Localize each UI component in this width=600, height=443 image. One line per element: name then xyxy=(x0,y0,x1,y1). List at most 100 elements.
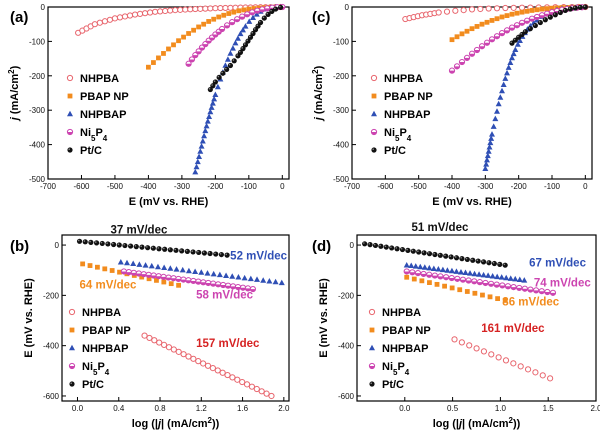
data-point xyxy=(179,266,186,273)
data-point xyxy=(486,143,493,150)
data-point xyxy=(503,274,510,281)
data-point xyxy=(234,16,241,23)
legend-marker xyxy=(371,93,377,99)
data-point xyxy=(231,58,237,64)
y-tick-label: -600 xyxy=(338,392,355,401)
data-point xyxy=(505,64,512,70)
data-point xyxy=(255,23,261,29)
legend-label: Ni5P4 xyxy=(80,127,108,143)
data-point xyxy=(539,6,545,12)
plot-frame xyxy=(47,6,290,180)
y-tick-label: -200 xyxy=(333,72,350,81)
data-point xyxy=(76,238,83,244)
data-point xyxy=(453,255,460,261)
data-point xyxy=(467,270,474,276)
data-point xyxy=(527,26,533,32)
data-point xyxy=(161,279,167,285)
data-point xyxy=(532,22,538,29)
series-nhpba xyxy=(451,336,554,382)
data-point xyxy=(241,7,247,13)
data-point xyxy=(151,337,158,344)
data-point xyxy=(94,264,100,270)
data-point xyxy=(272,278,279,285)
legend-marker xyxy=(69,381,75,387)
data-point xyxy=(484,19,490,25)
data-point xyxy=(527,286,534,293)
data-point xyxy=(160,341,168,348)
data-point xyxy=(471,278,478,285)
legend-label: NHPBA xyxy=(384,73,423,85)
data-point xyxy=(458,58,466,66)
data-point xyxy=(204,118,211,124)
series-nhpbap xyxy=(117,258,285,286)
data-point xyxy=(464,256,470,263)
data-point xyxy=(474,24,480,29)
data-point xyxy=(410,248,416,254)
data-point xyxy=(475,258,481,264)
data-point xyxy=(572,5,578,11)
slope-annotation: 64 mV/dec xyxy=(80,279,137,291)
data-point xyxy=(493,33,501,40)
data-point xyxy=(185,277,192,284)
data-point xyxy=(442,274,450,281)
x-tick-label: -400 xyxy=(140,182,157,191)
data-point xyxy=(534,7,540,13)
data-point xyxy=(485,272,492,278)
data-point xyxy=(249,9,256,16)
data-point xyxy=(403,268,410,275)
data-point xyxy=(482,279,489,287)
data-point xyxy=(125,269,132,276)
data-point xyxy=(227,4,234,11)
data-point xyxy=(278,4,284,10)
data-point xyxy=(185,353,192,360)
data-point xyxy=(204,270,211,276)
data-point xyxy=(231,9,237,15)
data-point xyxy=(157,8,164,15)
series-ni5p4 xyxy=(120,268,256,293)
y-tick-label: -400 xyxy=(43,342,60,351)
data-point xyxy=(510,4,517,11)
chart-panel-d: (d) 0.0 0.5 1.0 1.5 2.0 -600 -400 -200 0 log (|j| … xyxy=(312,222,600,430)
series-nhpbap xyxy=(403,261,528,283)
data-point xyxy=(220,70,226,76)
data-point xyxy=(250,14,257,20)
data-point xyxy=(140,271,147,278)
data-point xyxy=(207,5,214,12)
data-point xyxy=(495,100,502,107)
data-point xyxy=(184,248,190,254)
legend: NHPBA PBAP NP NHPBAP Ni5P4 Pt/C xyxy=(66,73,129,157)
data-point xyxy=(278,279,285,286)
data-point xyxy=(202,127,209,134)
data-point xyxy=(435,9,442,16)
data-point xyxy=(522,29,528,35)
y-axis-label: j (mA/cm2) xyxy=(7,65,22,122)
data-point xyxy=(504,283,512,290)
slope-annotation: 86 mV/dec xyxy=(502,296,559,308)
y-tick-label: -200 xyxy=(43,291,60,300)
data-point xyxy=(443,8,451,15)
legend-marker xyxy=(369,381,375,387)
data-point xyxy=(537,19,543,26)
data-point xyxy=(136,10,144,17)
data-point xyxy=(499,14,505,20)
data-point xyxy=(254,276,261,282)
data-point xyxy=(480,271,487,278)
legend-label: PBAP NP xyxy=(384,91,433,103)
data-point xyxy=(165,344,173,351)
data-point xyxy=(239,13,246,20)
data-point xyxy=(454,34,460,40)
slope-annotation: 52 mV/dec xyxy=(230,251,287,263)
data-point xyxy=(420,270,427,278)
data-point xyxy=(432,251,438,258)
data-point xyxy=(165,274,172,281)
slope-annotation: 58 mV/dec xyxy=(196,289,253,301)
data-point xyxy=(502,75,509,81)
y-tick-label: -500 xyxy=(29,175,46,184)
x-tick-label: 1.0 xyxy=(495,404,507,413)
data-point xyxy=(128,243,134,249)
data-point xyxy=(197,148,204,154)
x-tick-label: 0.0 xyxy=(72,404,84,413)
data-point xyxy=(479,21,485,27)
data-point xyxy=(102,266,108,272)
data-point xyxy=(188,56,196,63)
